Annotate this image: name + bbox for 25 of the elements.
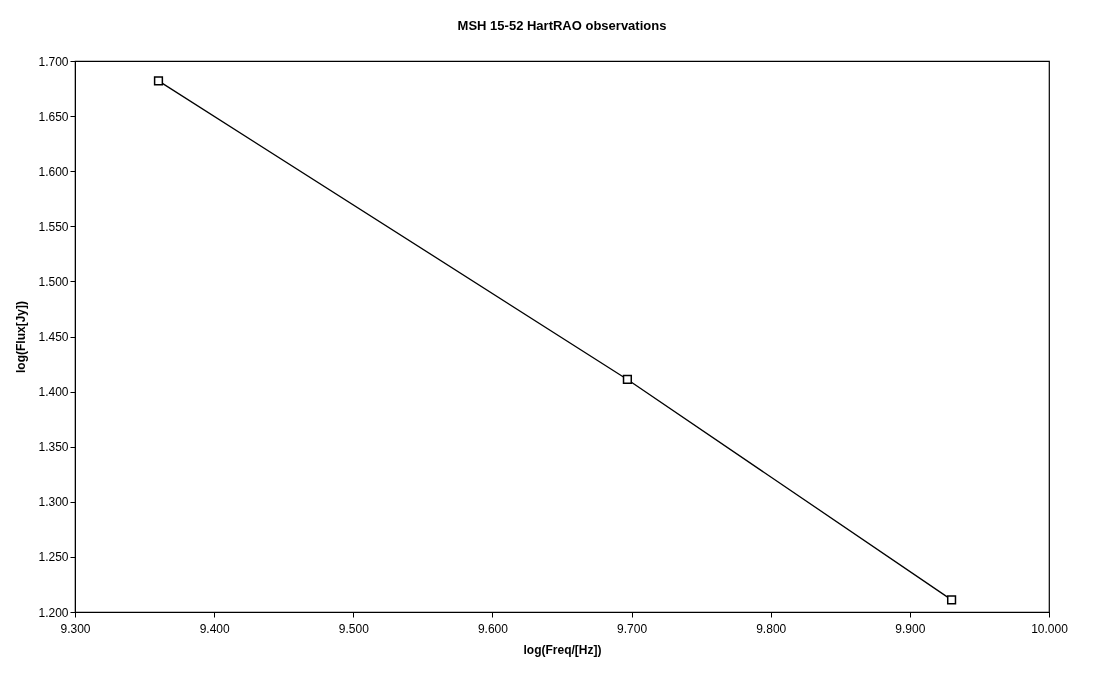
- y-tick-label: 1.200: [38, 605, 69, 620]
- y-tick-label: 1.550: [38, 219, 69, 234]
- y-tick-label: 1.650: [38, 109, 69, 124]
- point: [946, 595, 957, 605]
- x-tick-label: 9.800: [756, 621, 787, 636]
- x-tick-label: 9.600: [477, 621, 509, 636]
- x-tick-label: 9.400: [199, 621, 230, 636]
- y-tick-label: 1.300: [38, 495, 69, 510]
- x-tick-label: 9.500: [338, 621, 370, 636]
- point: [622, 374, 633, 385]
- y-tick-label: 1.700: [38, 54, 69, 69]
- y-tick-label: 1.600: [38, 164, 69, 179]
- x-tick-label: 9.700: [617, 621, 648, 636]
- point: [153, 76, 164, 86]
- y-tick-label: 1.350: [38, 440, 69, 455]
- x-axis-title: log(Freq/[Hz]): [523, 642, 602, 657]
- y-tick-label: 1.500: [38, 274, 69, 289]
- chart-title: MSH 15-52 HartRAO observations: [457, 18, 667, 33]
- y-tick-label: 1.450: [38, 330, 69, 344]
- x-tick-label: 9.900: [895, 621, 926, 636]
- y-tick-label: 1.400: [38, 385, 69, 400]
- y-tick-label: 1.250: [38, 550, 69, 565]
- y-axis-title: log(Flux[Jy]): [14, 301, 29, 373]
- x-tick-label: 9.300: [60, 621, 91, 636]
- x-tick-label: 10.000: [1031, 621, 1069, 636]
